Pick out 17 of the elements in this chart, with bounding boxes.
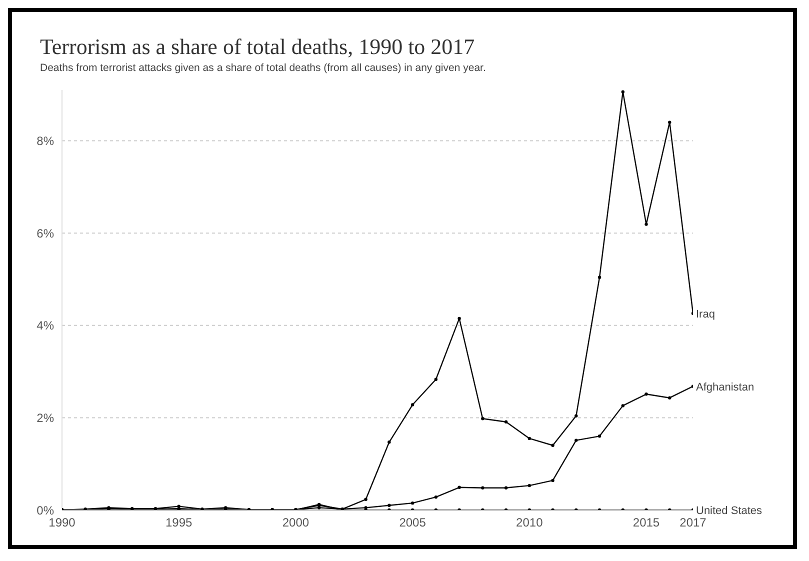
x-tick-label: 2000 <box>282 516 310 530</box>
x-tick-label: 2017 <box>680 516 707 530</box>
x-tick-label: 1990 <box>48 516 76 530</box>
x-tick-label: 1995 <box>166 516 193 530</box>
y-tick-label: 6% <box>36 226 54 240</box>
x-tick-label: 2015 <box>632 516 660 530</box>
x-tick-label: 2005 <box>399 516 426 530</box>
chart-subtitle: Deaths from terrorist attacks given as a share of total deaths (from all causes) in any given year. <box>40 62 486 74</box>
y-tick-label: 0% <box>36 503 54 518</box>
y-tick-label: 4% <box>36 318 54 333</box>
y-tick-label: 8% <box>36 134 54 148</box>
series-label: Afghanistan <box>696 381 754 394</box>
series-label: Iraq <box>696 308 715 320</box>
series-label: United States <box>696 505 763 517</box>
x-tick-label: 2010 <box>516 516 544 530</box>
y-tick-label: 2% <box>36 410 54 425</box>
chart-title: Terrorism as a share of total deaths, 1990 to 2017 <box>40 34 475 60</box>
